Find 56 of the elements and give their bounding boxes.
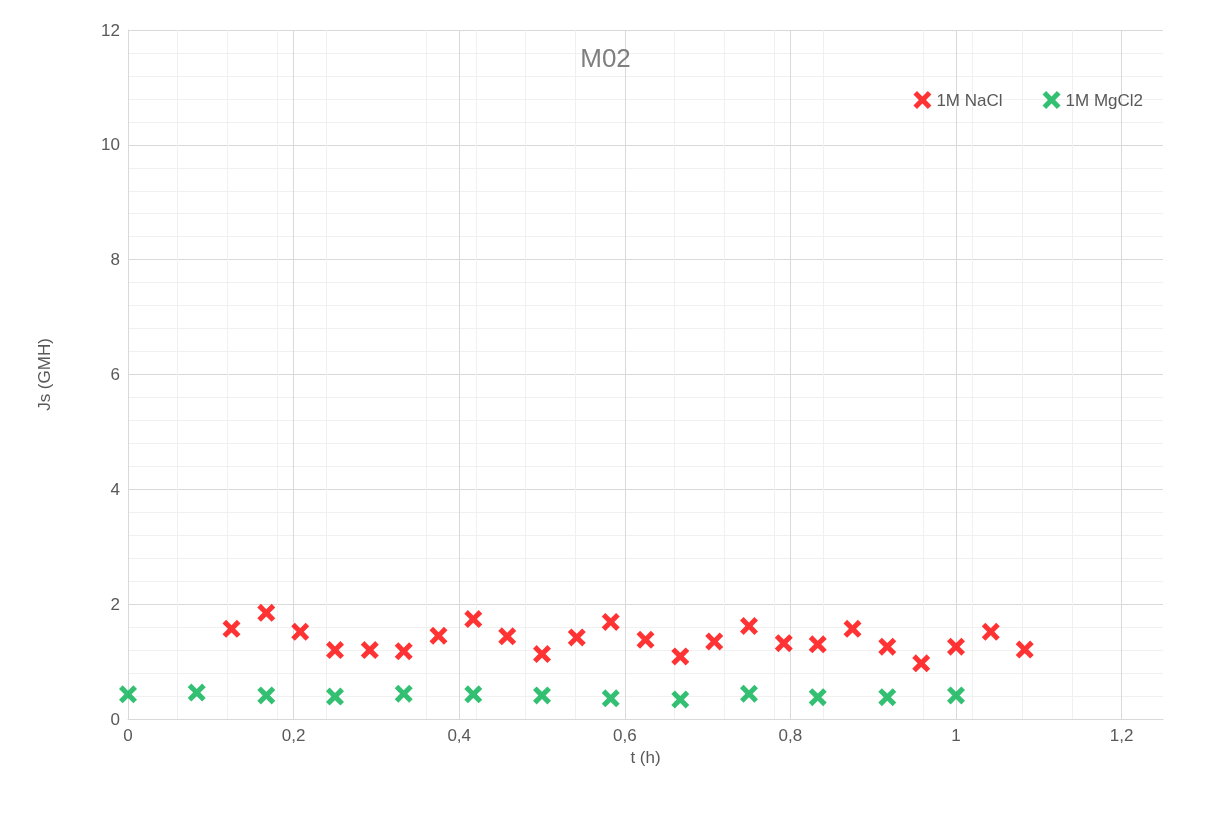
point <box>326 641 344 660</box>
point <box>326 687 344 706</box>
point <box>360 641 379 660</box>
point <box>1015 640 1034 659</box>
point <box>222 619 241 638</box>
point <box>291 622 310 641</box>
point <box>981 622 1000 641</box>
point <box>878 688 897 707</box>
point <box>257 603 276 622</box>
text: M02 <box>580 43 631 73</box>
x-tick-label: 0,4 <box>447 726 472 745</box>
point <box>429 626 448 645</box>
point <box>533 686 551 705</box>
point <box>464 685 483 704</box>
point <box>947 686 965 705</box>
y-tick-label: 12 <box>101 20 120 40</box>
point <box>740 684 758 703</box>
x-tick-label: 0,2 <box>281 726 306 745</box>
x-axis-title: t (h) <box>630 748 661 767</box>
x-tick-label: 0 <box>123 726 133 745</box>
point <box>464 610 483 629</box>
x-tick-label: 1,2 <box>1109 726 1134 745</box>
point <box>843 619 862 638</box>
point <box>394 684 413 703</box>
y-tick-label: 8 <box>110 250 120 270</box>
legend-label: 1M NaCl <box>936 90 1003 110</box>
point <box>394 642 413 661</box>
point <box>601 612 620 631</box>
legend-label: 1M MgCl2 <box>1065 90 1144 110</box>
point <box>740 616 758 635</box>
point <box>774 634 793 653</box>
y-tick-label: 6 <box>110 365 120 384</box>
point <box>498 627 517 646</box>
point <box>671 647 690 666</box>
y-tick-label: 0 <box>110 709 120 729</box>
y-axis-title: Js (GMH) <box>35 338 54 411</box>
x-tick-label: 1 <box>951 726 961 745</box>
point <box>257 686 276 705</box>
y-tick-label: 10 <box>101 135 120 155</box>
point <box>912 654 931 673</box>
point <box>567 628 586 647</box>
y-tick-label: 2 <box>110 594 120 614</box>
point <box>947 637 965 656</box>
point <box>636 630 655 649</box>
point <box>601 689 620 708</box>
point <box>808 688 827 707</box>
point <box>119 685 137 704</box>
point <box>187 683 206 702</box>
y-tick-label: 4 <box>110 479 120 499</box>
x-tick-label: 0,8 <box>778 726 803 745</box>
point <box>808 635 827 654</box>
point <box>671 690 690 709</box>
point <box>705 632 724 651</box>
point <box>533 645 551 664</box>
point <box>878 637 897 656</box>
x-tick-label: 0,6 <box>612 726 637 745</box>
